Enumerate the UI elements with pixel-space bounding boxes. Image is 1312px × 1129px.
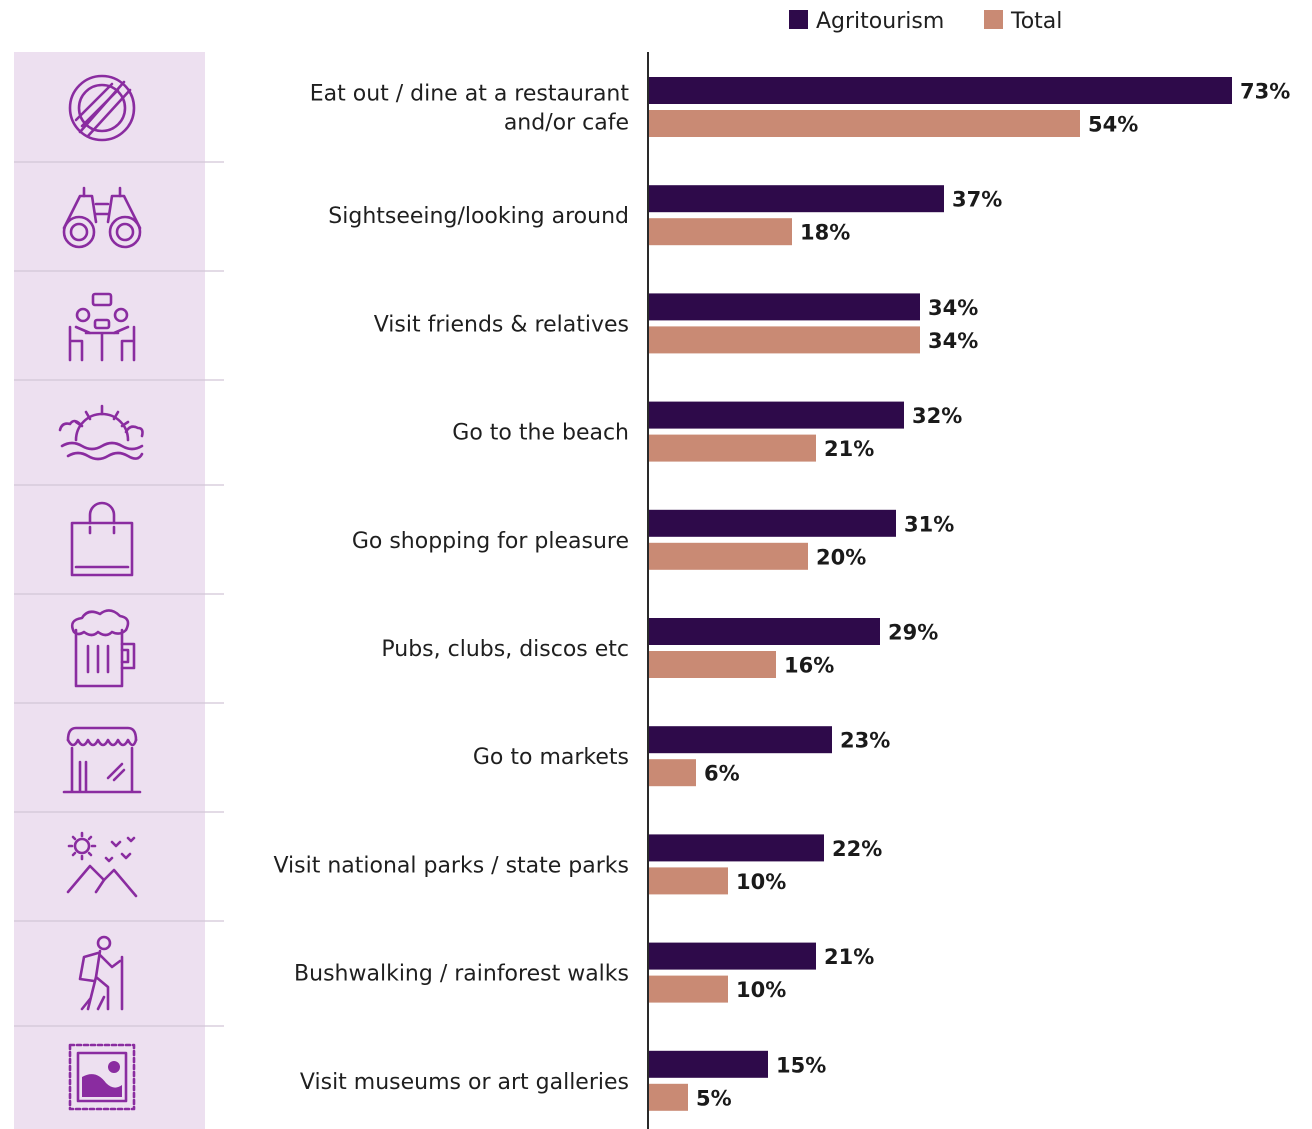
friends-meeting-icon [68, 292, 136, 362]
bar-agritourism [648, 401, 904, 429]
value-label-total: 18% [800, 221, 850, 245]
value-label-agritourism: 21% [824, 945, 874, 969]
category-label-line: and/or cafe [504, 111, 629, 136]
category-label-line: Pubs, clubs, discos etc [381, 637, 629, 662]
legend-label-agritourism: Agritourism [816, 9, 944, 34]
category-label-line: Visit national parks / state parks [273, 853, 629, 878]
dining-icon [68, 74, 136, 142]
bar-agritourism [648, 293, 920, 321]
bar-agritourism [648, 942, 816, 970]
bars [648, 77, 1232, 1111]
category-label-line: Eat out / dine at a restaurant [310, 82, 630, 107]
bar-total [648, 434, 816, 462]
category-label-line: Visit friends & relatives [374, 312, 629, 337]
art-stamp-icon [68, 1043, 136, 1111]
value-label-total: 21% [824, 437, 874, 461]
bar-agritourism [648, 185, 944, 213]
value-label-agritourism: 31% [904, 512, 954, 536]
category-label: Go to the beach [452, 421, 629, 446]
market-stall-icon [62, 726, 142, 794]
bar-total [648, 975, 728, 1003]
bar-agritourism [648, 834, 824, 862]
shopping-bag-icon [70, 501, 134, 577]
bar-agritourism [648, 77, 1232, 104]
value-label-agritourism: 34% [928, 296, 978, 320]
category-label-line: Go to markets [473, 745, 629, 770]
hiker-icon [78, 935, 124, 1011]
binoculars-icon [62, 186, 142, 249]
icon-column [58, 74, 144, 1111]
bar-agritourism [648, 509, 896, 537]
category-label-line: Go to the beach [452, 421, 629, 446]
beer-mug-icon [70, 609, 136, 688]
category-label-line: Go shopping for pleasure [352, 529, 629, 554]
legend-label-total: Total [1010, 9, 1062, 34]
bar-agritourism [648, 726, 832, 754]
category-label: Pubs, clubs, discos etc [381, 637, 629, 662]
bar-total [648, 542, 808, 570]
value-label-agritourism: 32% [912, 404, 962, 428]
value-label-agritourism: 23% [840, 729, 890, 753]
value-label-total: 54% [1088, 113, 1138, 137]
category-label-line: Sightseeing/looking around [328, 204, 629, 229]
beach-sunset-icon [58, 404, 144, 461]
category-label: Visit friends & relatives [374, 312, 629, 337]
bar-total [648, 1083, 688, 1111]
category-labels: Eat out / dine at a restaurant and/or caf… [273, 82, 629, 1095]
value-label-total: 10% [736, 870, 786, 894]
category-label: Go to markets [473, 745, 629, 770]
icon-separators [14, 161, 224, 1027]
category-label: Go shopping for pleasure [352, 529, 629, 554]
bar-total [648, 759, 696, 787]
category-label-line: Bushwalking / rainforest walks [294, 962, 629, 987]
value-label-total: 20% [816, 545, 866, 569]
category-label: Sightseeing/looking around [328, 204, 629, 229]
value-label-agritourism: 22% [832, 837, 882, 861]
value-label-agritourism: 37% [952, 188, 1002, 212]
bar-agritourism [648, 1050, 768, 1078]
value-label-agritourism: 29% [888, 621, 938, 645]
bar-total [648, 110, 1080, 137]
category-label: Eat out / dine at a restaurant and/or caf… [310, 82, 630, 136]
value-label-agritourism: 73% [1240, 80, 1290, 104]
legend-swatch-total [984, 10, 1003, 29]
value-label-total: 10% [736, 978, 786, 1002]
value-labels: 73% 54% 37% 18% 34% 34% 32% 21% 31% 20% 29% 16% 23% 6… [696, 80, 1290, 1111]
national-park-icon [66, 831, 138, 898]
value-label-total: 34% [928, 329, 978, 353]
category-label-line: Visit museums or art galleries [300, 1070, 629, 1095]
bar-total [648, 867, 728, 895]
category-label: Visit museums or art galleries [300, 1070, 629, 1095]
bar-total [648, 651, 776, 678]
bar-total [648, 326, 920, 354]
value-label-total: 5% [696, 1086, 732, 1110]
value-label-total: 6% [704, 762, 740, 786]
value-label-agritourism: 15% [776, 1053, 826, 1077]
value-label-total: 16% [784, 654, 834, 678]
legend-swatch-agritourism [789, 10, 808, 29]
bar-total [648, 218, 792, 246]
category-label: Visit national parks / state parks [273, 853, 629, 878]
category-label: Bushwalking / rainforest walks [294, 962, 629, 987]
legend: Agritourism Total [789, 9, 1062, 34]
bar-agritourism [648, 618, 880, 645]
